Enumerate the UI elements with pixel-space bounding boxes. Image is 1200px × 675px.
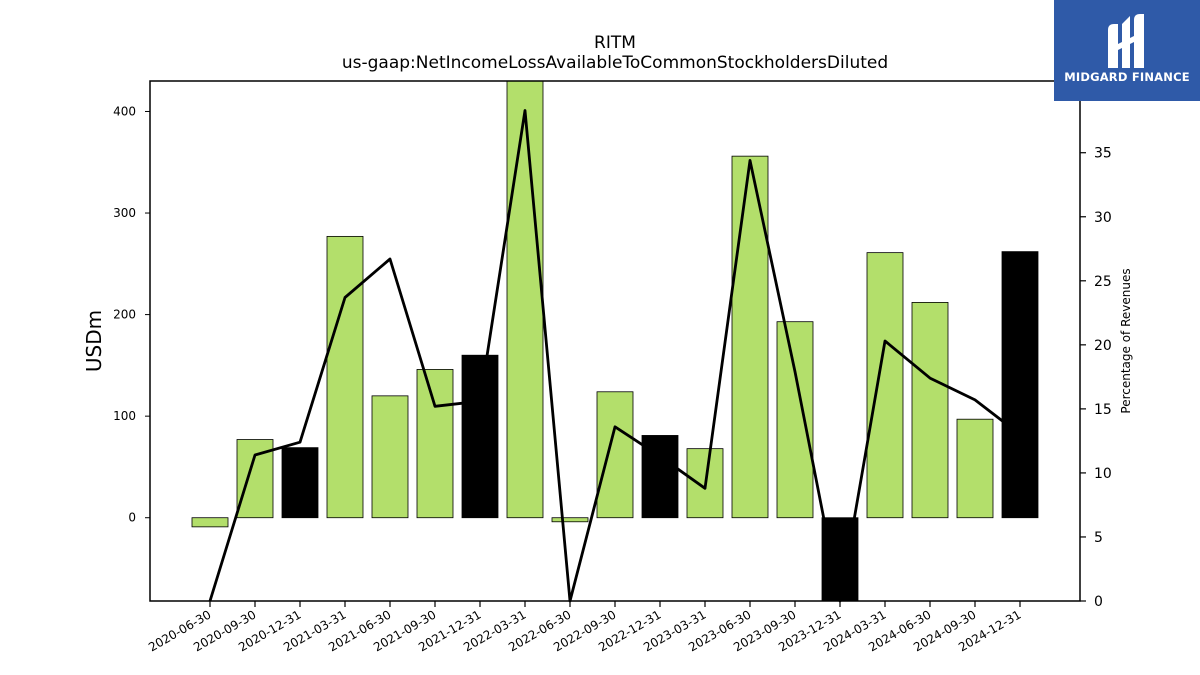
chart-title: RITM [594, 33, 636, 53]
y-axis-label-right: Percentage of Revenues [1119, 268, 1133, 413]
y-axis-label-left: USDm [82, 310, 106, 372]
company-logo: MIDGARD FINANCE [1054, 0, 1200, 101]
bar-2022-06-30 [551, 517, 589, 523]
logo-mark-icon [1108, 14, 1144, 68]
right-tick-label: 5 [1094, 530, 1103, 546]
right-tick-label: 35 [1094, 146, 1112, 162]
x-axis: 2020-06-302020-09-302020-12-312021-03-31… [146, 601, 1024, 654]
bar-2023-06-30 [731, 155, 769, 519]
right-tick-label: 25 [1094, 274, 1112, 290]
left-tick-label: 400 [113, 104, 136, 118]
bar-2022-03-31 [506, 80, 544, 519]
right-tick-label: 20 [1094, 338, 1112, 354]
right-tick-label: 0 [1094, 594, 1103, 610]
bar-2021-06-30 [371, 395, 409, 519]
bar-2021-12-31 [461, 354, 499, 519]
right-tick-label: 15 [1094, 402, 1112, 418]
bars-layer [191, 80, 1039, 602]
logo-text: MIDGARD FINANCE [1064, 70, 1190, 84]
percentage-line [208, 109, 1021, 603]
right-axis: 0 5 10 15 20 25 30 35 [1080, 146, 1112, 610]
chart-subtitle: us-gaap:NetIncomeLossAvailableToCommonSt… [342, 53, 888, 73]
bar-2024-06-30 [911, 302, 949, 519]
line-layer [208, 109, 1021, 603]
left-axis: 0 100 200 300 400 [113, 104, 150, 525]
right-tick-label: 30 [1094, 210, 1112, 226]
bar-2021-09-30 [416, 369, 454, 519]
bar-2022-09-30 [596, 391, 634, 519]
bar-2024-09-30 [956, 418, 994, 519]
bar-2024-12-31 [1001, 251, 1039, 519]
left-tick-label: 100 [113, 409, 136, 423]
bar-2020-06-30 [191, 517, 229, 528]
bar-2023-09-30 [776, 321, 814, 519]
bar-2021-03-31 [326, 235, 364, 519]
left-tick-label: 0 [128, 511, 136, 525]
right-tick-label: 10 [1094, 466, 1112, 482]
bar-2020-12-31 [281, 447, 319, 519]
left-tick-label: 200 [113, 308, 136, 322]
left-tick-label: 300 [113, 206, 136, 220]
bar-2024-03-31 [866, 252, 904, 519]
